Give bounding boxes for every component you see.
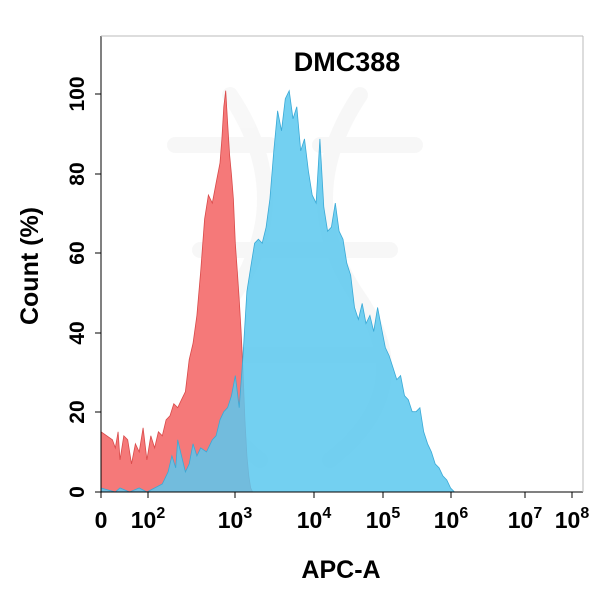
x-tick-label: 106 bbox=[434, 505, 469, 533]
x-ticks: 0 102 103 104 105 106 107 108 bbox=[95, 492, 590, 533]
y-ticks: 0 20 40 60 80 100 bbox=[66, 76, 101, 498]
chart-title: DMC388 bbox=[294, 47, 401, 77]
histogram-series-1 bbox=[100, 90, 254, 493]
y-tick-label: 80 bbox=[66, 162, 89, 185]
x-tick-label: 104 bbox=[297, 505, 332, 533]
x-tick-label: 103 bbox=[218, 505, 253, 533]
x-tick-label: 107 bbox=[508, 505, 543, 533]
y-tick-label: 100 bbox=[66, 76, 89, 111]
x-tick-label: 0 bbox=[95, 507, 108, 533]
x-tick-label: 102 bbox=[131, 505, 166, 533]
y-tick-label: 20 bbox=[66, 400, 89, 423]
y-tick-label: 60 bbox=[66, 241, 89, 264]
x-tick-label: 108 bbox=[555, 505, 590, 533]
y-tick-label: 40 bbox=[66, 321, 89, 344]
x-tick-label: 105 bbox=[366, 505, 401, 533]
series-layer bbox=[100, 89, 456, 493]
y-tick-label: 0 bbox=[66, 486, 89, 498]
y-axis-label: Count (%) bbox=[16, 207, 44, 325]
histogram-series-2 bbox=[100, 89, 456, 493]
x-axis-label: APC-A bbox=[301, 556, 380, 584]
